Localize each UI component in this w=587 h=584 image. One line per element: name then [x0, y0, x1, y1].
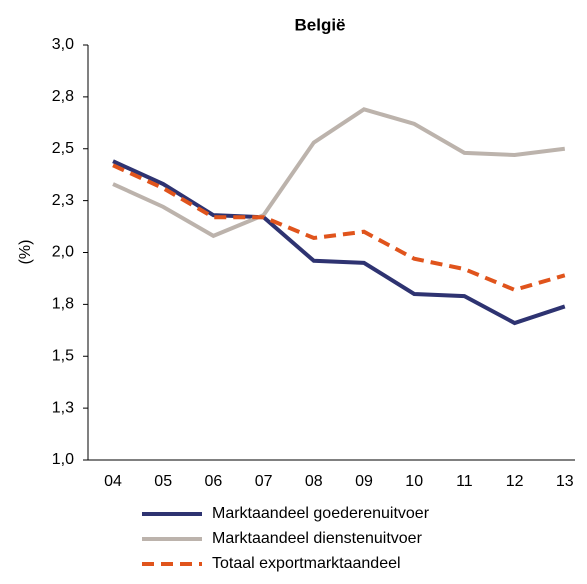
x-tick-label: 10	[405, 473, 423, 490]
x-tick-label: 06	[205, 473, 223, 490]
y-tick-label: 2,3	[52, 192, 74, 209]
x-tick-label: 13	[556, 473, 574, 490]
x-tick-label: 04	[104, 473, 122, 490]
legend-label: Marktaandeel dienstenuitvoer	[212, 530, 423, 547]
chart-title: België	[294, 15, 345, 34]
x-tick-label: 05	[154, 473, 172, 490]
y-tick-label: 2,5	[52, 140, 74, 157]
series-line	[112, 107, 566, 239]
y-tick-label: 1,0	[52, 451, 74, 468]
x-tick-label: 09	[355, 473, 373, 490]
y-tick-label: 1,8	[52, 296, 74, 313]
y-tick-label: 2,8	[52, 88, 74, 105]
y-tick-label: 3,0	[52, 36, 74, 53]
series-line	[112, 163, 566, 292]
x-tick-label: 11	[456, 473, 473, 490]
y-axis-label: (%)	[17, 240, 34, 265]
x-tick-label: 07	[255, 473, 273, 490]
y-tick-label: 1,3	[52, 399, 74, 416]
legend-label: Marktaandeel goederenuitvoer	[212, 505, 430, 522]
x-tick-label: 08	[305, 473, 323, 490]
y-tick-label: 2,0	[52, 244, 74, 261]
legend-label: Totaal exportmarktaandeel	[212, 555, 401, 572]
x-tick-label: 12	[506, 473, 524, 490]
y-tick-label: 1,5	[52, 347, 74, 364]
series-line	[112, 159, 566, 326]
